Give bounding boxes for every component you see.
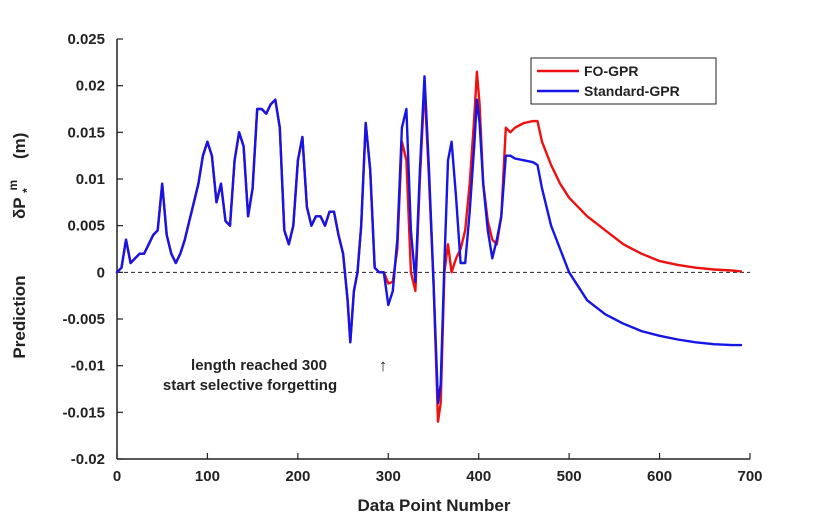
- y-tick-label: -0.005: [62, 311, 105, 328]
- y-axis-label-unit: (m): [10, 133, 29, 159]
- y-axis-label-symbol-sup: m: [6, 180, 20, 191]
- legend-label-standard-gpr: Standard-GPR: [584, 83, 680, 99]
- x-tick-label: 500: [557, 468, 582, 485]
- y-tick-label: 0.02: [76, 78, 105, 95]
- y-axis-label-symbol: δP * m: [6, 180, 35, 219]
- axes: [116, 39, 750, 460]
- y-tick-label: 0.005: [67, 218, 105, 235]
- y-tick-label: 0: [97, 264, 105, 281]
- y-axis-label-symbol-sub: *: [20, 188, 34, 193]
- x-tick-label: 600: [647, 468, 672, 485]
- y-tick-label: 0.025: [67, 31, 105, 48]
- x-tick-labels: 0 100 200 300 400 500 600 700: [113, 468, 763, 485]
- annotation-arrow: ↑: [379, 356, 388, 375]
- x-tick-label: 700: [737, 468, 762, 485]
- x-tick-label: 300: [376, 468, 401, 485]
- series-group: [115, 70, 743, 423]
- y-tick-label: -0.015: [62, 404, 105, 421]
- x-axis-label: Data Point Number: [357, 496, 510, 515]
- annotation-line2: start selective forgetting: [163, 377, 337, 394]
- y-axis-label-prefix: Prediction: [10, 275, 29, 358]
- x-tick-label: 400: [466, 468, 491, 485]
- series-line-standard-gpr: [115, 75, 743, 405]
- y-tick-label: 0.01: [76, 171, 105, 188]
- x-tick-label: 0: [113, 468, 121, 485]
- y-tick-label: 0.015: [67, 124, 105, 141]
- legend-label-fo-gpr: FO-GPR: [584, 63, 638, 79]
- y-tick-labels: -0.02 -0.015 -0.01 -0.005 0 0.005 0.01 0.015 0.0…: [62, 31, 105, 468]
- x-tick-label: 100: [195, 468, 220, 485]
- y-axis-label: Prediction δP * m (m): [6, 133, 35, 359]
- tick-marks: [116, 38, 751, 460]
- legend-box: [530, 57, 717, 105]
- x-tick-label: 200: [285, 468, 310, 485]
- y-axis-label-symbol-main: δP: [10, 198, 29, 219]
- annotation-line1: length reached 300: [191, 357, 327, 374]
- y-tick-label: -0.01: [71, 358, 105, 375]
- legend: FO-GPR Standard-GPR: [530, 57, 717, 105]
- y-tick-label: -0.02: [71, 451, 105, 468]
